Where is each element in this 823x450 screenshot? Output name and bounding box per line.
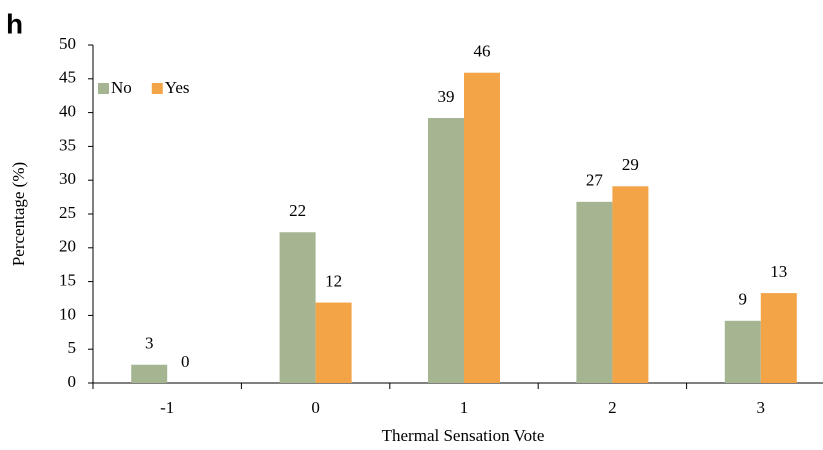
x-tick-label: 3 — [757, 398, 766, 417]
y-tick-label: 25 — [59, 203, 76, 222]
value-label: 29 — [622, 155, 639, 174]
bar — [279, 232, 316, 383]
value-label: 39 — [438, 87, 455, 106]
value-label: 12 — [325, 271, 342, 290]
value-label: 13 — [770, 262, 787, 281]
legend-label: Yes — [165, 78, 190, 97]
value-label: 0 — [181, 352, 190, 371]
y-tick-label: 50 — [59, 34, 76, 53]
x-tick-label: -1 — [160, 398, 174, 417]
bar — [760, 293, 797, 383]
y-axis-title: Percentage (%) — [9, 162, 28, 266]
panel-label: h — [6, 8, 23, 39]
y-tick-label: 10 — [59, 304, 76, 323]
y-tick-label: 45 — [59, 68, 76, 87]
bar — [428, 118, 464, 384]
value-label: 9 — [739, 290, 748, 309]
bar — [131, 364, 168, 383]
y-tick-label: 20 — [59, 237, 76, 256]
x-tick-label: 0 — [311, 398, 320, 417]
value-label: 27 — [586, 171, 604, 190]
y-tick-label: 30 — [59, 169, 76, 188]
y-tick-label: 5 — [68, 338, 77, 357]
y-tick-label: 15 — [59, 271, 76, 290]
value-label: 22 — [289, 201, 306, 220]
legend-swatch — [98, 83, 109, 94]
value-label: 46 — [474, 42, 491, 61]
bar — [315, 302, 352, 383]
y-tick-label: 0 — [68, 372, 77, 391]
bar — [464, 72, 500, 383]
bar — [612, 186, 649, 383]
y-tick-label: 35 — [59, 135, 76, 154]
x-tick-label: 2 — [608, 398, 617, 417]
bar — [576, 201, 613, 383]
x-tick-label: 1 — [460, 398, 469, 417]
y-tick-label: 40 — [59, 102, 76, 121]
bar — [724, 320, 761, 383]
x-axis-title: Thermal Sensation Vote — [382, 426, 545, 445]
legend-swatch — [151, 83, 163, 94]
legend-label: No — [111, 78, 132, 97]
value-label: 3 — [145, 334, 154, 353]
